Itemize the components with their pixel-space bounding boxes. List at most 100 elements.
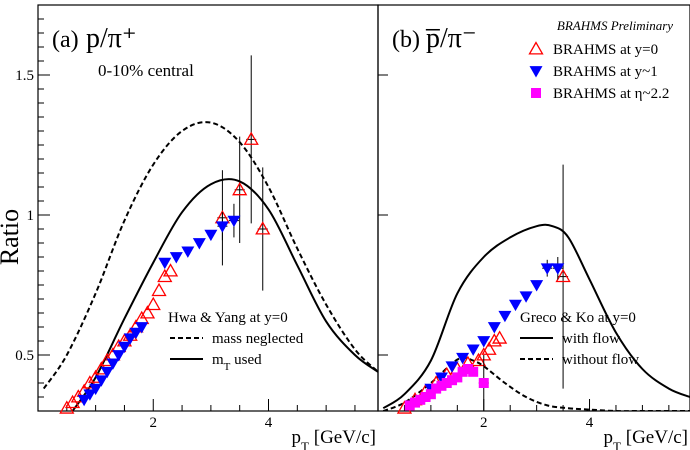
data-point bbox=[117, 341, 131, 354]
x-axis: 2 4 pT [GeV/c] bbox=[66, 399, 376, 450]
data-point bbox=[478, 378, 489, 388]
data-point bbox=[227, 215, 241, 228]
data-point bbox=[192, 238, 206, 250]
model-curve-dashed bbox=[42, 121, 378, 390]
data-point bbox=[468, 366, 479, 377]
x-tick-label: 2 bbox=[150, 415, 158, 431]
plot-frame bbox=[37, 4, 379, 412]
y-tick-label: 1 bbox=[27, 208, 35, 224]
data-point bbox=[243, 131, 259, 145]
data-point bbox=[441, 378, 452, 388]
x-tick-label: 4 bbox=[586, 415, 594, 431]
data-point bbox=[77, 394, 91, 407]
y-tick-label: 0.5 bbox=[15, 348, 34, 364]
data-point bbox=[481, 341, 497, 355]
data-point bbox=[215, 221, 229, 233]
data-point bbox=[169, 252, 183, 264]
panel-title: (a) p/π⁺ 0-10% central bbox=[52, 23, 194, 80]
data-point bbox=[492, 330, 508, 344]
panel-ratio-title: p/π⁺ bbox=[86, 23, 137, 54]
data-point bbox=[452, 372, 463, 383]
data-point bbox=[112, 350, 126, 362]
model-curve-solid bbox=[382, 223, 690, 410]
panel-ratio-title: p̅/π⁻ bbox=[425, 23, 477, 54]
data-point bbox=[456, 352, 470, 365]
data-point bbox=[540, 263, 554, 275]
y-tick-label: 1.5 bbox=[15, 68, 34, 84]
x-axis-label: pT [GeV/c] bbox=[292, 427, 376, 450]
data-point bbox=[457, 366, 468, 377]
panel-label: (b) bbox=[392, 27, 420, 53]
data-point bbox=[162, 263, 179, 277]
data-point bbox=[129, 327, 143, 340]
brahms-preliminary-label: BRAHMS Preliminary bbox=[557, 18, 673, 33]
y-axis bbox=[378, 74, 388, 356]
data-point bbox=[466, 344, 480, 356]
data-point bbox=[498, 310, 512, 323]
legend-label: BRAHMS at y=0 bbox=[553, 42, 658, 58]
data-point bbox=[181, 246, 195, 258]
data-point bbox=[508, 299, 522, 312]
legend-label: BRAHMS at η~2.2 bbox=[553, 86, 669, 102]
model-legend-label: without flow bbox=[562, 352, 639, 368]
plot-frame bbox=[377, 4, 690, 412]
y-axis: 0.5 1 1.5 bbox=[15, 4, 50, 398]
data-point bbox=[255, 221, 271, 235]
data-point bbox=[462, 364, 473, 374]
data-point bbox=[145, 296, 161, 311]
data-point bbox=[83, 389, 97, 401]
legend-marker bbox=[529, 66, 543, 78]
x-tick-label: 2 bbox=[480, 415, 488, 431]
y-axis-label: Ratio bbox=[0, 209, 24, 265]
data-points bbox=[59, 55, 271, 414]
data-point bbox=[434, 372, 448, 384]
data-point bbox=[106, 358, 120, 370]
data-point bbox=[415, 394, 426, 405]
model-curve-solid bbox=[71, 178, 378, 411]
data-point bbox=[519, 291, 533, 303]
data-point bbox=[100, 366, 114, 379]
data-point bbox=[158, 257, 172, 270]
panel-label: (a) bbox=[52, 27, 79, 53]
data-point bbox=[431, 383, 442, 394]
x-axis: 2 4 pT [GeV/c] bbox=[403, 399, 688, 450]
data-point bbox=[151, 282, 167, 297]
data-legend: BRAHMS at y=0 BRAHMS at y~1 BRAHMS at η~2.… bbox=[528, 41, 669, 102]
x-axis-label: pT [GeV/c] bbox=[604, 427, 688, 450]
data-point bbox=[487, 322, 501, 334]
data-point bbox=[404, 400, 415, 411]
model-legend: Hwa & Yang at y=0 mass neglected mT used bbox=[168, 310, 304, 373]
data-points bbox=[396, 164, 571, 414]
data-point bbox=[555, 268, 571, 283]
figure-text: Ratio BRAHMS Preliminary bbox=[0, 18, 673, 265]
data-point bbox=[445, 361, 459, 373]
data-point bbox=[420, 392, 431, 402]
panel-a: 2 4 pT [GeV/c] 0.5 1 1.5 (a) p/π⁺ 0-10% central H… bbox=[15, 4, 379, 450]
data-point bbox=[135, 322, 149, 334]
data-point bbox=[94, 375, 108, 387]
data-point bbox=[410, 397, 421, 408]
x-tick-label: 4 bbox=[265, 415, 273, 431]
data-point bbox=[139, 305, 156, 319]
model-legend-label: with flow bbox=[562, 331, 620, 347]
panel-subtitle: 0-10% central bbox=[98, 61, 194, 80]
legend-marker bbox=[528, 41, 544, 55]
data-point bbox=[89, 383, 103, 396]
data-point bbox=[551, 263, 565, 275]
model-legend: Greco & Ko at y=0 with flow without flow bbox=[520, 310, 639, 368]
model-legend-label: mT used bbox=[212, 352, 262, 373]
model-legend-title: Hwa & Yang at y=0 bbox=[168, 310, 288, 326]
data-point bbox=[232, 181, 248, 196]
data-point bbox=[447, 375, 458, 386]
legend-marker bbox=[531, 88, 541, 98]
data-point bbox=[436, 380, 447, 391]
data-point bbox=[486, 333, 502, 347]
data-point bbox=[425, 389, 436, 400]
panel-b: 2 4 pT [GeV/c] (b) p̅/π⁻ Greco & Ko at y=0 wit… bbox=[377, 4, 690, 450]
data-point bbox=[204, 229, 218, 242]
data-point bbox=[123, 333, 137, 345]
panel-title: (b) p̅/π⁻ bbox=[392, 23, 477, 54]
model-curves bbox=[42, 121, 378, 411]
model-legend-label: mass neglected bbox=[212, 331, 304, 347]
